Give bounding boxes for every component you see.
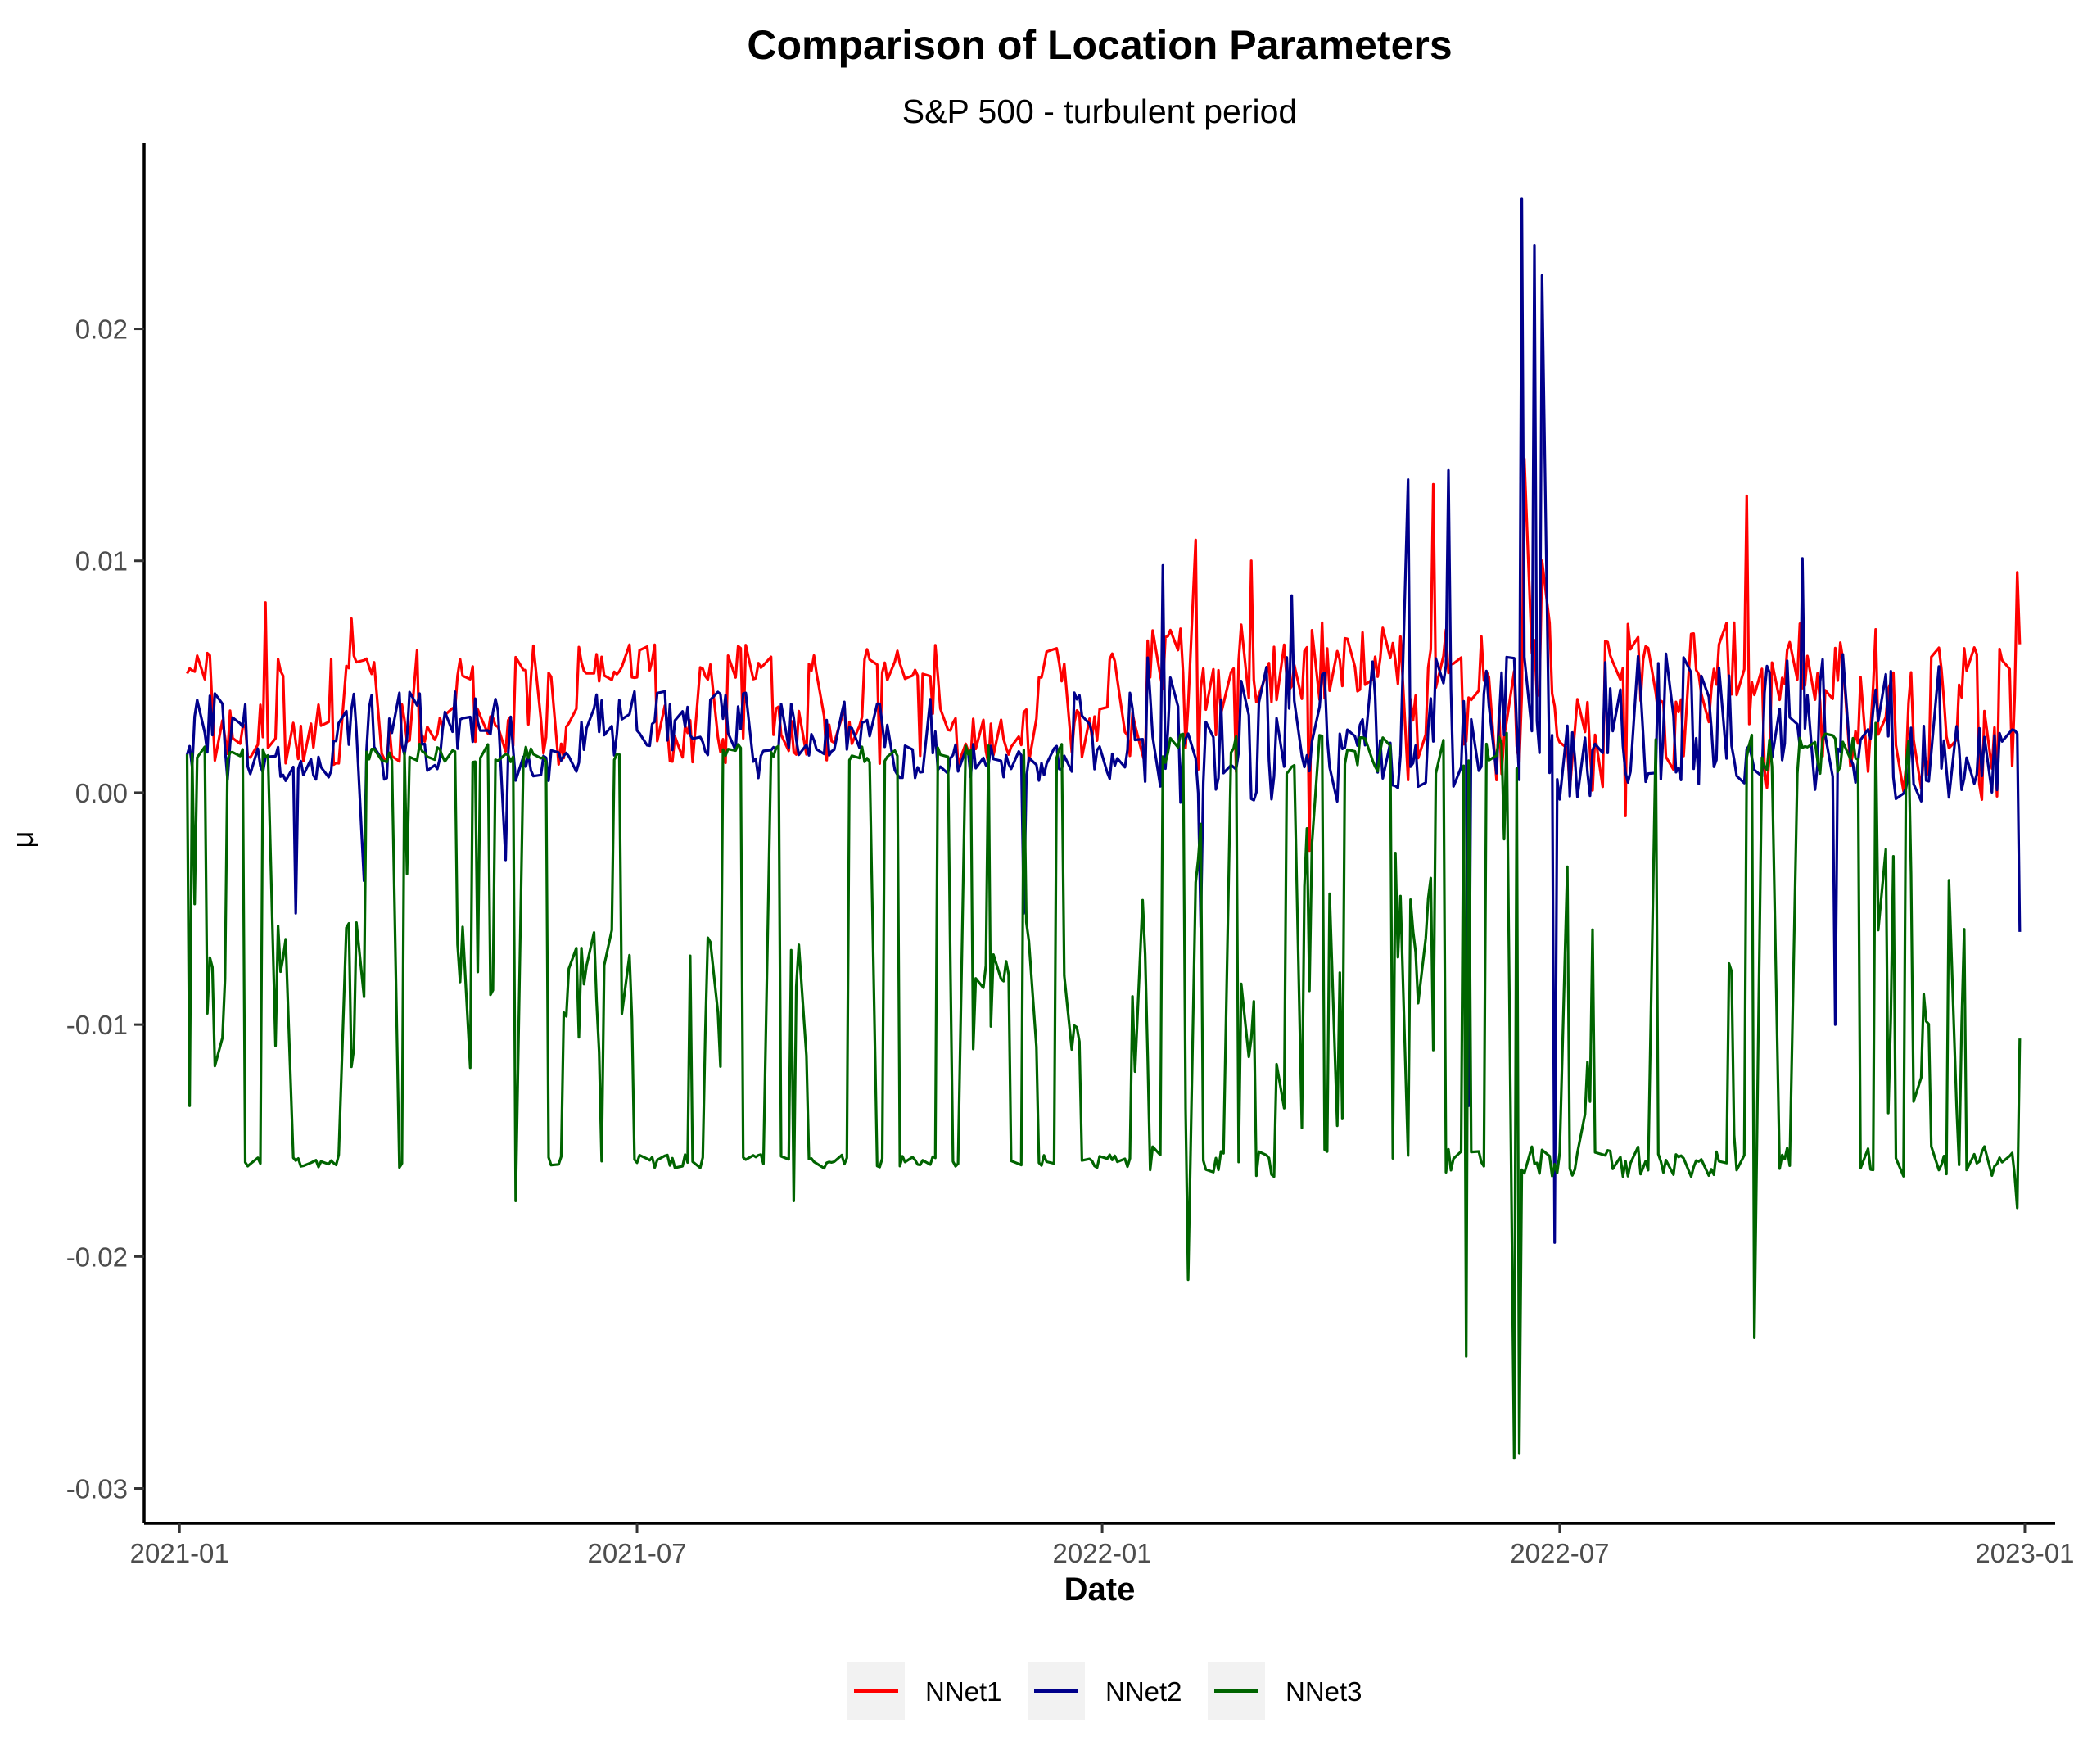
y-tick-label: 0.01 [75,546,128,577]
y-axis: -0.03 -0.02 -0.01 0.00 0.01 0.02 [66,314,144,1504]
legend-label: NNet3 [1286,1676,1362,1707]
x-tick-label: 2021-01 [130,1538,229,1568]
y-tick-label: 0.00 [75,778,128,808]
series-line-nnet2 [185,197,2022,1244]
x-tick-label: 2021-07 [587,1538,686,1568]
legend: NNet1 NNet2 NNet3 [847,1662,1362,1720]
y-tick-label: -0.01 [66,1010,128,1040]
series-line-nnet1 [186,457,2022,853]
x-tick-label: 2022-07 [1510,1538,1609,1568]
legend-label: NNet2 [1105,1676,1182,1707]
chart-title: Comparison of Location Parameters [747,22,1452,68]
x-axis: 2021-01 2021-07 2022-01 2022-07 2023-01 [130,1523,2074,1568]
x-axis-label: Date [1064,1572,1136,1608]
legend-label: NNet1 [925,1676,1002,1707]
chart-subtitle: S&P 500 - turbulent period [902,93,1297,130]
y-axis-label: μ [6,831,39,848]
series-line-nnet3 [185,721,2022,1460]
y-tick-label: -0.03 [66,1474,128,1504]
x-tick-label: 2022-01 [1053,1538,1152,1568]
y-tick-label: 0.02 [75,314,128,345]
x-tick-label: 2023-01 [1975,1538,2074,1568]
series-layer [185,197,2022,1460]
y-tick-label: -0.02 [66,1242,128,1272]
